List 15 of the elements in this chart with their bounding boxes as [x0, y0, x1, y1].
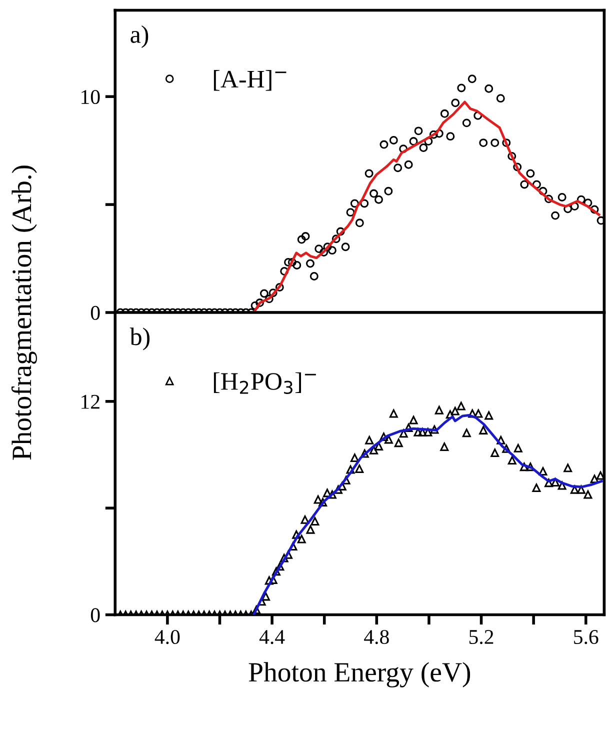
annotation: b) — [130, 328, 150, 350]
y-axis-title: Photofragmentation (Arb.) — [11, 166, 38, 460]
y-tick-label: 0 — [90, 608, 100, 622]
x-tick-label: 4.8 — [364, 630, 389, 644]
y-tick-label: 0 — [90, 306, 100, 320]
y-tick-label: 10 — [82, 90, 100, 104]
x-tick-label: 4.0 — [154, 630, 180, 644]
annotation: a) — [130, 25, 148, 48]
x-axis-title: Photon Energy (eV) — [248, 662, 470, 688]
x-tick-label: 5.6 — [574, 630, 598, 644]
legend-label: [A-H]$^{−}$ — [214, 70, 286, 91]
legend-label: [H$_{2}$PO$_{3}$]$^{−}$ — [214, 372, 316, 394]
x-tick-label: 4.4 — [259, 630, 285, 644]
y-tick-label: 12 — [82, 394, 100, 409]
x-tick-label: 5.2 — [469, 630, 494, 644]
